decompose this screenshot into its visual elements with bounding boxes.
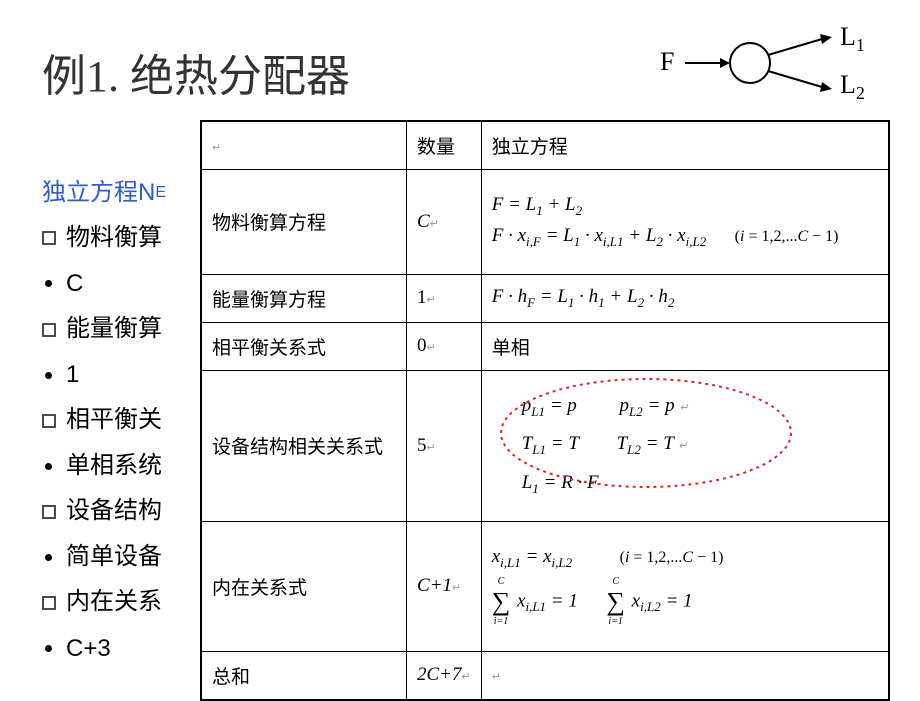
- out2-arrow: [768, 71, 822, 87]
- item-text: C+3: [66, 626, 111, 672]
- header-cell: 独立方程: [481, 122, 888, 170]
- equation-cell: ↵: [481, 651, 888, 699]
- count-cell: 1↵: [407, 274, 482, 322]
- equation-cell: pL1 = p pL2 = p ↵ TL1 = T TL2 = T ↵ L1 =…: [481, 370, 888, 521]
- header-cell: ↵: [202, 122, 407, 170]
- item-text: 物料衡算: [66, 216, 162, 262]
- item-text: 单相系统: [66, 444, 162, 490]
- count-cell: 2C+7↵: [407, 651, 482, 699]
- splitter-node: [730, 43, 770, 83]
- table-row: 能量衡算方程 1↵ F · hF = L1 · h1 + L2 · h2: [202, 274, 889, 322]
- equation-cell: 单相: [481, 322, 888, 370]
- out1-arrow: [768, 39, 822, 55]
- list-item: 设备结构: [42, 489, 166, 535]
- dot-bullet-icon: [45, 463, 52, 470]
- row-name-cell: 能量衡算方程: [202, 274, 407, 322]
- row-name-cell: 相平衡关系式: [202, 322, 407, 370]
- table-row: 设备结构相关关系式 5↵ pL1 = p pL2 = p ↵ TL1 = T T…: [202, 370, 889, 521]
- table-row: 总和 2C+7↵ ↵: [202, 651, 889, 699]
- out2-arrowhead: [820, 82, 832, 92]
- header-cell: 数量: [407, 122, 482, 170]
- list-item: 能量衡算: [42, 307, 166, 353]
- row-name-cell: 内在关系式: [202, 521, 407, 651]
- box-bullet-icon: [42, 414, 56, 428]
- equation: F = L1 + L2: [492, 194, 878, 219]
- item-text: C: [66, 261, 83, 307]
- slide: 例1. 绝热分配器 F L1 L2 独立方程NE 物料衡算 C 能量衡算 1 相…: [0, 0, 920, 690]
- slide-title: 例1. 绝热分配器: [42, 40, 350, 104]
- feed-arrowhead: [720, 58, 730, 68]
- list-item: 简单设备: [42, 535, 166, 581]
- feed-label: F: [660, 47, 674, 76]
- count-cell: C+1↵: [407, 521, 482, 651]
- outline-list: 独立方程NE 物料衡算 C 能量衡算 1 相平衡关 单相系统 设备结构 简单设备…: [42, 170, 166, 672]
- item-text: 相平衡关: [66, 398, 162, 444]
- table-row: 物料衡算方程 C↵ F = L1 + L2 F · xi,F = L1 · xi…: [202, 170, 889, 275]
- dot-bullet-icon: [45, 554, 52, 561]
- count-cell: 0↵: [407, 322, 482, 370]
- equation: TL1 = T TL2 = T ↵: [492, 433, 878, 458]
- equation: xi,L1 = xi,L2 (i = 1,2,...C − 1): [492, 546, 878, 571]
- item-text: 简单设备: [66, 535, 162, 581]
- row-name-cell: 物料衡算方程: [202, 170, 407, 275]
- box-bullet-icon: [42, 505, 56, 519]
- table-row: 内在关系式 C+1↵ xi,L1 = xi,L2 (i = 1,2,...C −…: [202, 521, 889, 651]
- item-text: 1: [66, 352, 79, 398]
- equation: F · hF = L1 · h1 + L2 · h2: [492, 286, 675, 307]
- dot-bullet-icon: [45, 372, 52, 379]
- out2-label: L2: [840, 70, 865, 103]
- list-item: C: [42, 261, 166, 307]
- equation-cell: F · hF = L1 · h1 + L2 · h2: [481, 274, 888, 322]
- list-item: 1: [42, 352, 166, 398]
- box-bullet-icon: [42, 231, 56, 245]
- count-cell: 5↵: [407, 370, 482, 521]
- count-cell: C↵: [407, 170, 482, 275]
- item-text: 设备结构: [66, 489, 162, 535]
- box-bullet-icon: [42, 323, 56, 337]
- dot-bullet-icon: [45, 645, 52, 652]
- list-item: 相平衡关: [42, 398, 166, 444]
- table-header-row: ↵ 数量 独立方程: [202, 122, 889, 170]
- item-text: 内在关系: [66, 580, 162, 626]
- box-bullet-icon: [42, 596, 56, 610]
- table-row: 相平衡关系式 0↵ 单相: [202, 322, 889, 370]
- outline-heading: 独立方程NE: [42, 170, 166, 216]
- out1-label: L1: [840, 22, 865, 55]
- equation: L1 = R · F: [492, 472, 878, 497]
- equation: C∑i=1 xi,L1 = 1 C∑i=1 xi,L2 = 1: [492, 577, 878, 627]
- item-text: 能量衡算: [66, 307, 162, 353]
- equation-cell: xi,L1 = xi,L2 (i = 1,2,...C − 1) C∑i=1 x…: [481, 521, 888, 651]
- equations-table: ↵ 数量 独立方程 物料衡算方程 C↵ F = L1 + L2 F · xi,F…: [200, 120, 890, 701]
- heading-text: 独立方程N: [42, 170, 155, 216]
- list-item: 内在关系: [42, 580, 166, 626]
- equation: pL1 = p pL2 = p ↵: [492, 395, 878, 420]
- dot-bullet-icon: [45, 280, 52, 287]
- out1-arrowhead: [820, 34, 832, 44]
- list-item: C+3: [42, 626, 166, 672]
- flow-diagram: F L1 L2: [660, 25, 890, 115]
- row-name-cell: 设备结构相关关系式: [202, 370, 407, 521]
- list-item: 物料衡算: [42, 216, 166, 262]
- row-name-cell: 总和: [202, 651, 407, 699]
- equation-cell: F = L1 + L2 F · xi,F = L1 · xi,L1 + L2 ·…: [481, 170, 888, 275]
- list-item: 单相系统: [42, 444, 166, 490]
- equation: F · xi,F = L1 · xi,L1 + L2 · xi,L2 (i = …: [492, 225, 878, 250]
